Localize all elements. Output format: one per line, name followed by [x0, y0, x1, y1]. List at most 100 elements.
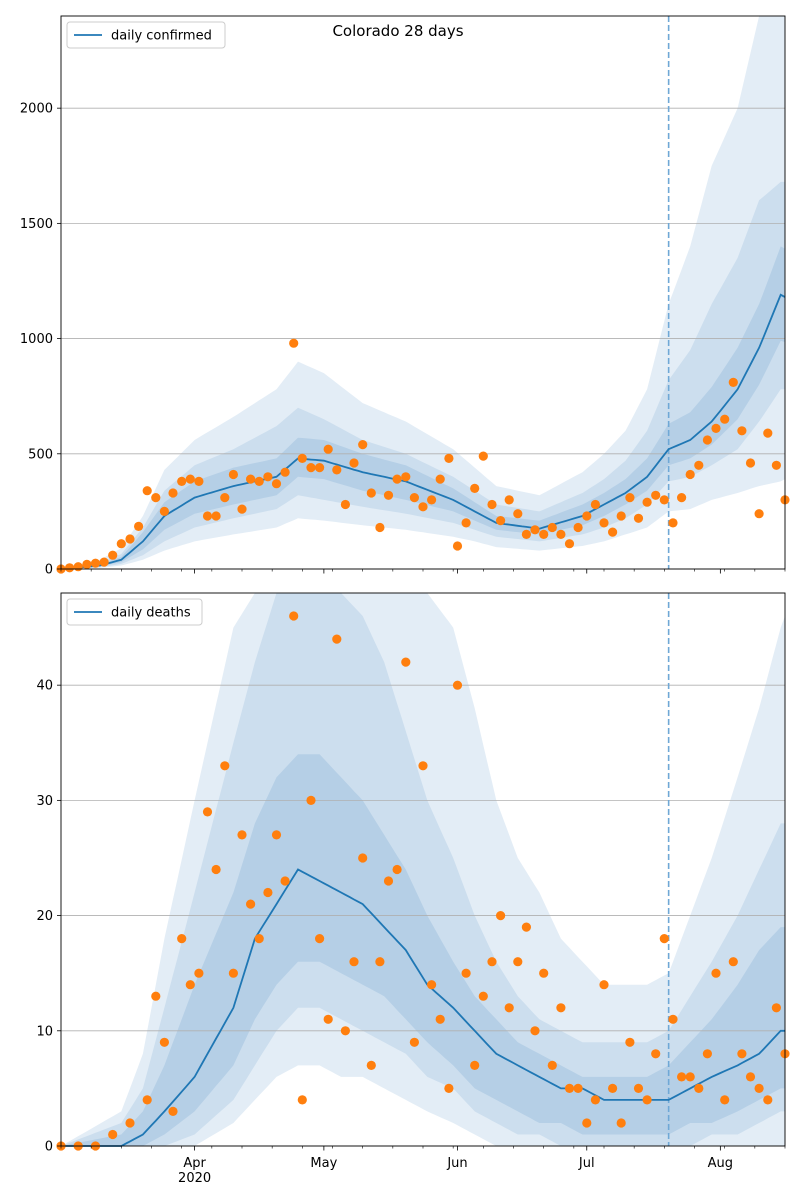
confirmed-observed-point: [478, 451, 488, 461]
confirmed-observed-point: [745, 458, 756, 468]
confirmed-observed-point: [556, 529, 566, 540]
confirmed-observed-point: [99, 557, 109, 567]
confirmed-observed-point: [73, 562, 83, 572]
deaths-legend-box: [66, 598, 203, 626]
deaths-observed-point: [504, 1003, 514, 1013]
deaths-observed-point: [771, 1003, 782, 1013]
confirmed-observed-point: [340, 499, 350, 510]
confirmed-legend-label: daily confirmed: [111, 29, 212, 44]
deaths-observed-point: [349, 957, 359, 967]
deaths-x-tick-label: Aug: [708, 1156, 733, 1171]
confirmed-observed-point: [470, 483, 480, 493]
confirmed-observed-point: [573, 522, 583, 533]
figure-title: Colorado 28 days: [332, 22, 463, 40]
confirmed-observed-point: [642, 497, 652, 507]
confirmed-observed-point: [332, 465, 342, 475]
confirmed-y-axis: 0 500 1000 1500 2000: [20, 102, 61, 578]
confirmed-observed-point: [668, 518, 678, 528]
confirmed-observed-point: [564, 539, 575, 549]
deaths-observed-point: [202, 807, 213, 817]
deaths-y-tick-label: 0: [45, 1140, 53, 1155]
confirmed-observed-point: [539, 529, 549, 540]
deaths-observed-point: [573, 1083, 583, 1093]
deaths-observed-point: [564, 1083, 575, 1093]
confirmed-median-line: [60, 293, 786, 570]
deaths-observed-point: [332, 634, 342, 644]
deaths-observed-point: [590, 1095, 601, 1105]
confirmed-observed-point: [702, 435, 713, 445]
deaths-observed-point: [642, 1095, 652, 1105]
deaths-observed-point: [409, 1037, 419, 1047]
confirmed-y-tick-label: 2000: [20, 102, 53, 117]
confirmed-observed-point: [220, 493, 230, 503]
deaths-observed-point: [547, 1060, 557, 1070]
deaths-observed-point: [340, 1026, 350, 1036]
deaths-y-tick-label: 40: [36, 679, 53, 694]
confirmed-observed-point: [409, 493, 419, 503]
deaths-observed-point: [711, 968, 721, 978]
deaths-observed-point: [668, 1014, 678, 1024]
confirmed-observed-point: [504, 495, 514, 505]
confirmed-observed-point: [116, 539, 126, 549]
confirmed-observed-point: [383, 490, 394, 500]
confirmed-band-1: [61, 16, 785, 569]
deaths-band-3: [61, 754, 785, 1146]
confirmed-y-tick-label: 1000: [20, 332, 53, 347]
confirmed-uncertainty-bands: [61, 16, 785, 569]
deaths-observed-point: [478, 991, 488, 1001]
deaths-observed-point: [737, 1049, 747, 1059]
deaths-observed-point: [651, 1049, 661, 1059]
confirmed-observed-point: [685, 469, 695, 480]
confirmed-y-tick-label: 500: [28, 447, 53, 462]
deaths-observed-point: [427, 980, 437, 990]
confirmed-observed-point: [349, 458, 359, 468]
confirmed-observed-point: [496, 516, 506, 526]
deaths-observed-point: [263, 887, 273, 898]
deaths-observed-point: [539, 968, 549, 978]
confirmed-observed-point: [323, 444, 333, 454]
confirmed-observed-point: [659, 495, 669, 505]
deaths-observed-point: [383, 876, 394, 886]
confirmed-observed-point: [633, 513, 644, 523]
deaths-observed-point: [470, 1060, 480, 1070]
deaths-observed-point: [237, 830, 247, 840]
confirmed-band-3: [61, 246, 785, 569]
deaths-observed-point: [297, 1095, 307, 1105]
deaths-observed-point: [220, 761, 230, 771]
deaths-x-tick-year-label: 2020: [178, 1171, 211, 1186]
confirmed-observed-point: [599, 518, 609, 528]
confirmed-observed-point: [427, 495, 437, 505]
deaths-observed-point: [694, 1083, 704, 1093]
confirmed-observed-point: [142, 486, 152, 496]
confirmed-observed-point: [418, 502, 428, 512]
deaths-x-tick-label: Jun: [446, 1156, 467, 1171]
deaths-observed-point: [625, 1037, 635, 1047]
deaths-y-tick-label: 10: [36, 1024, 53, 1039]
deaths-observed-point: [254, 934, 264, 944]
confirmed-observed-point: [513, 509, 523, 519]
confirmed-observed-point: [771, 460, 782, 470]
confirmed-observed-point: [530, 525, 540, 535]
deaths-observed-point: [108, 1129, 118, 1140]
confirmed-observed-point: [720, 414, 730, 424]
deaths-observed-point: [392, 864, 402, 875]
deaths-observed-point: [177, 934, 187, 944]
confirmed-observed-point: [194, 476, 204, 486]
confirmed-observed-point: [590, 499, 601, 510]
deaths-observed-point: [720, 1095, 730, 1105]
deaths-x-tick-label: Apr: [183, 1156, 206, 1171]
deaths-observed-point: [375, 957, 385, 967]
confirmed-x-axis: [60, 569, 786, 574]
deaths-median-line: [61, 868, 785, 1147]
confirmed-observed-point: [487, 499, 497, 510]
confirmed-observed-point: [202, 511, 213, 521]
confirmed-observed-point: [401, 472, 411, 482]
confirmed-observed-point: [211, 511, 221, 521]
confirmed-observed-point: [763, 428, 773, 438]
confirmed-observed-point: [306, 463, 316, 473]
confirmed-observed-point: [228, 469, 238, 480]
deaths-observed-point: [608, 1083, 618, 1093]
deaths-observed-point: [280, 876, 290, 886]
